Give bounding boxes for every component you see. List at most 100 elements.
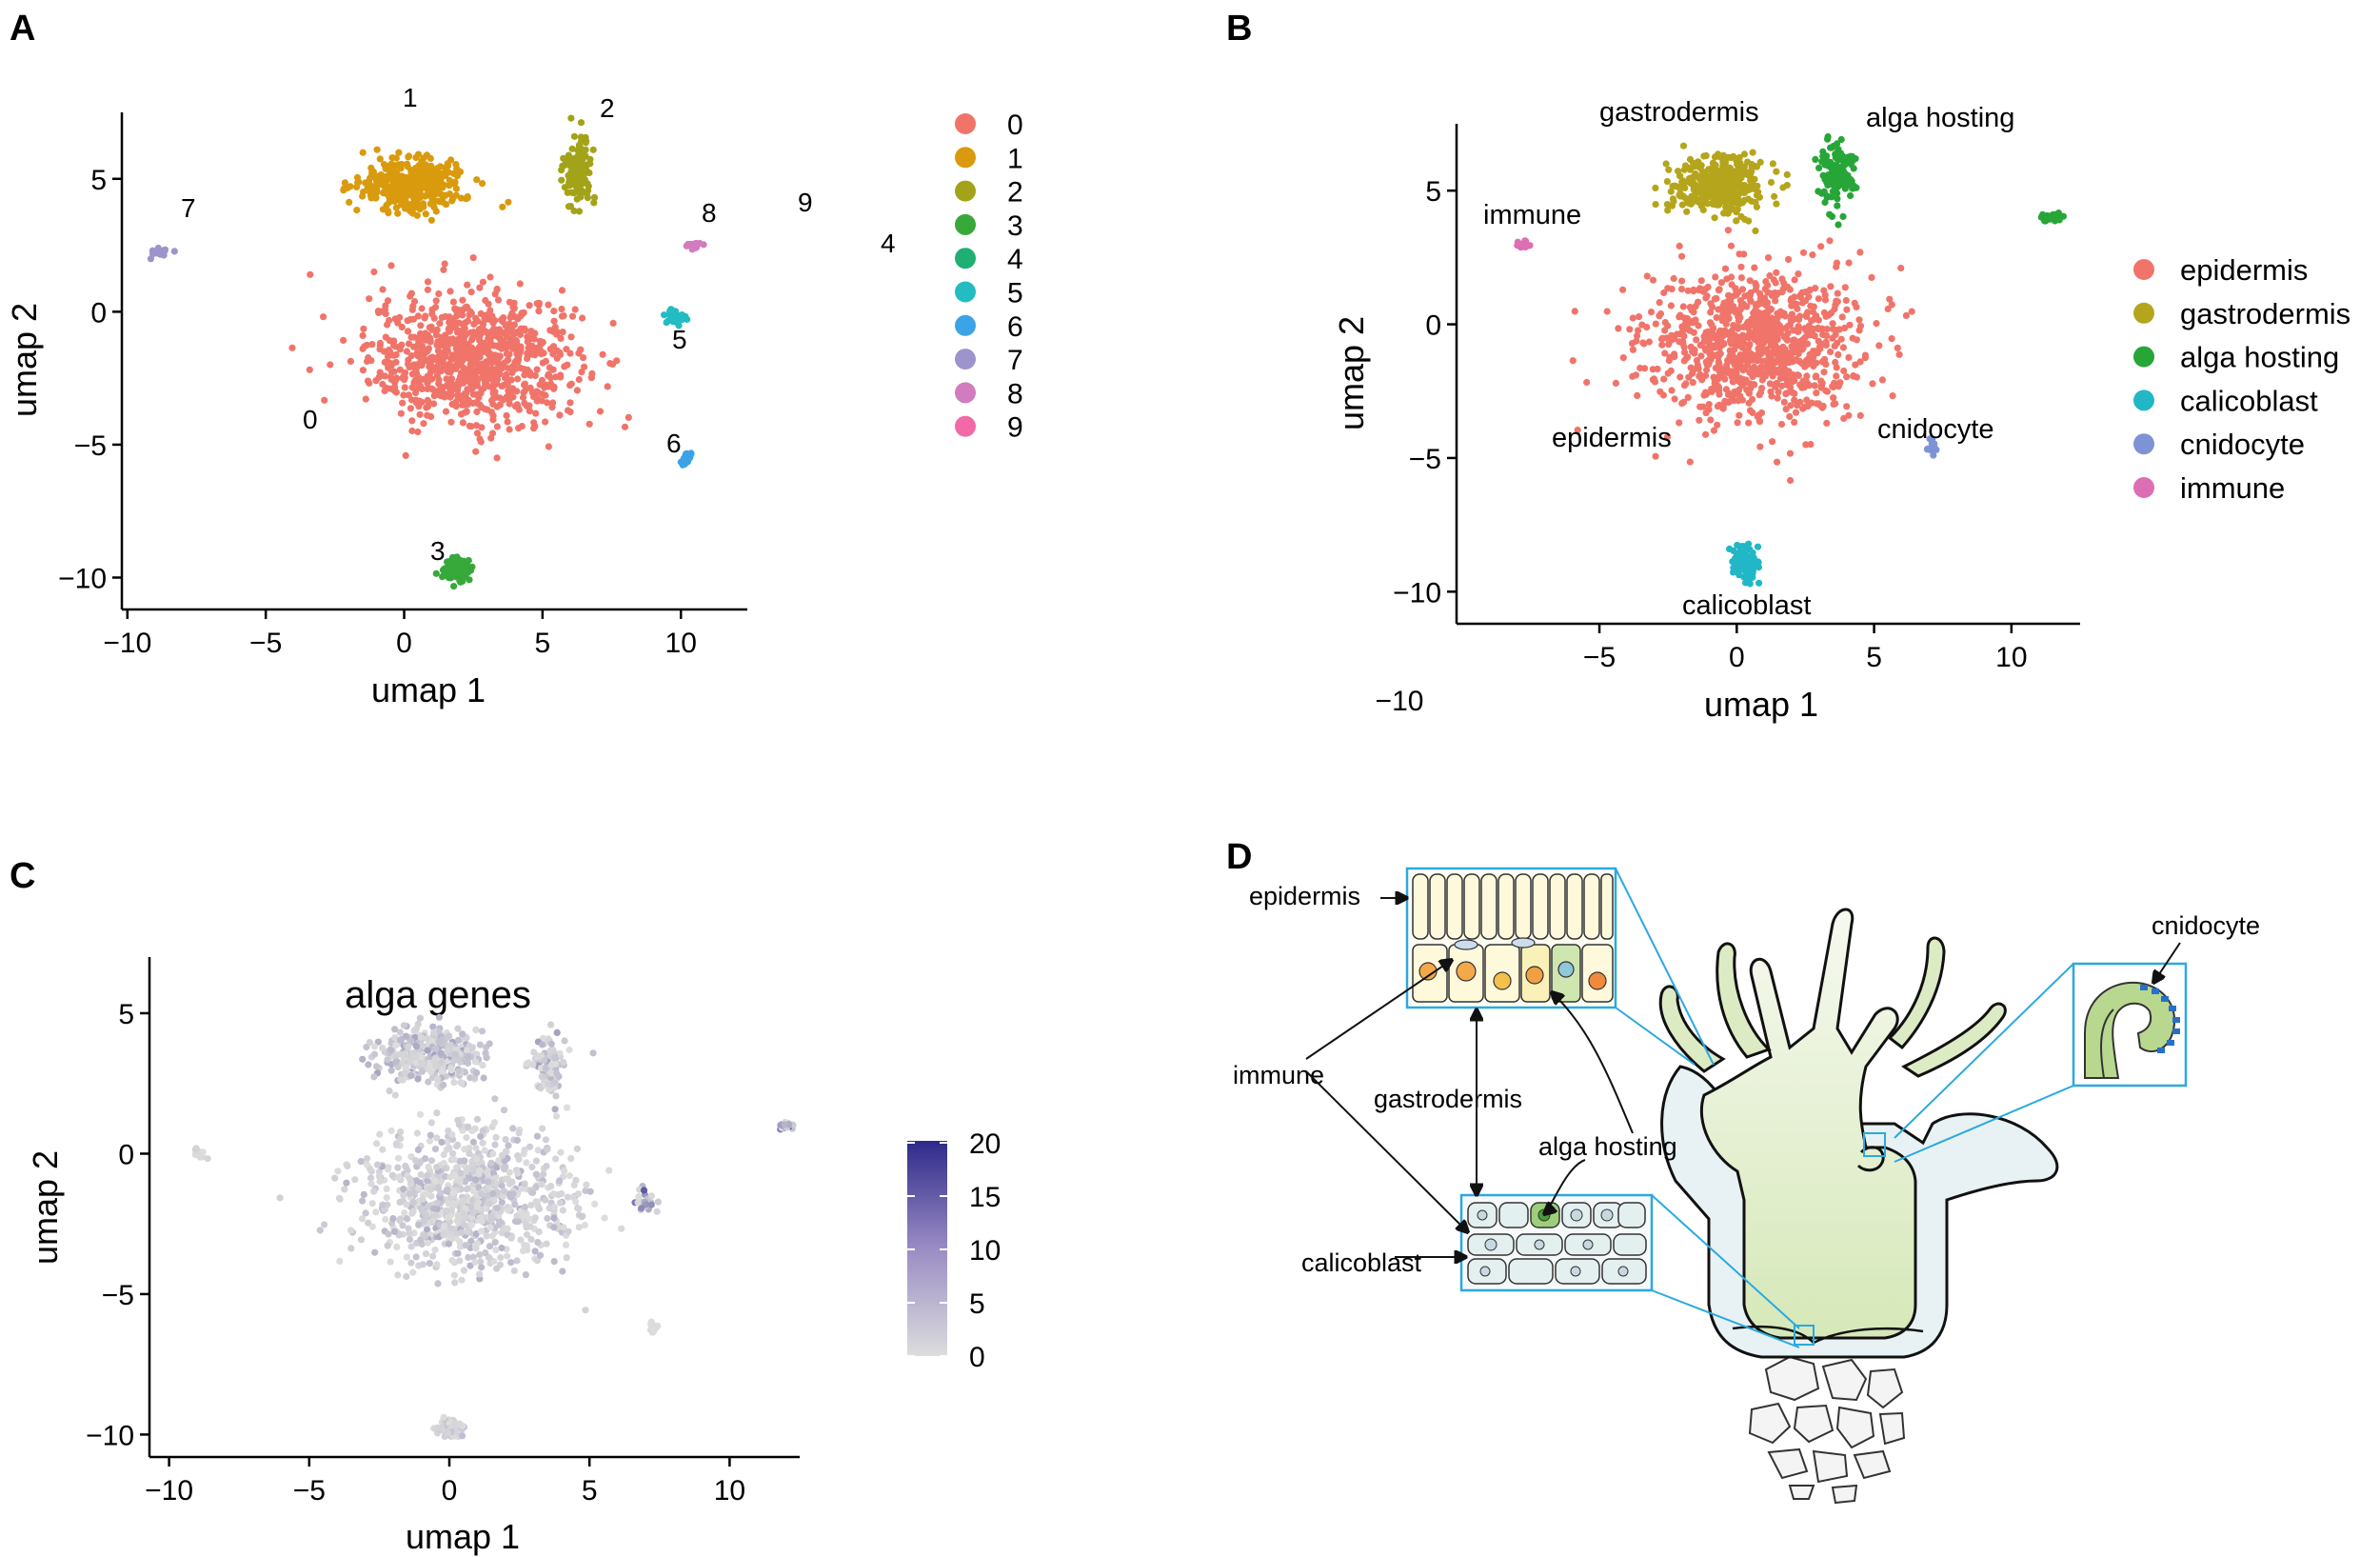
- data-point: [525, 332, 533, 340]
- data-point: [468, 335, 476, 343]
- data-point: [1727, 165, 1735, 172]
- data-point: [407, 1037, 415, 1045]
- data-point: [1684, 393, 1692, 401]
- data-point: [447, 1225, 455, 1232]
- data-point: [406, 1235, 414, 1243]
- data-point: [1661, 319, 1669, 327]
- data-point: [418, 385, 426, 393]
- data-point: [1838, 164, 1846, 171]
- data-point: [1767, 306, 1775, 313]
- data-point: [401, 384, 408, 391]
- data-point: [476, 1167, 484, 1174]
- data-point: [442, 191, 449, 199]
- data-point: [406, 1229, 413, 1237]
- data-point: [1768, 337, 1775, 345]
- data-point: [486, 1254, 493, 1262]
- data-point: [379, 286, 387, 293]
- data-point: [1660, 375, 1668, 383]
- data-point: [419, 1195, 426, 1203]
- data-point: [510, 1267, 518, 1275]
- data-point: [1769, 320, 1776, 328]
- data-point: [375, 373, 383, 381]
- data-point: [1786, 449, 1795, 457]
- data-point: [336, 1257, 344, 1265]
- data-point: [526, 302, 533, 309]
- legend-label: 2: [1007, 177, 1023, 209]
- data-point: [420, 203, 427, 210]
- data-point: [585, 420, 593, 428]
- data-point: [392, 154, 400, 162]
- data-point: [392, 204, 400, 211]
- data-point: [497, 1253, 505, 1262]
- data-point: [1745, 389, 1753, 397]
- data-point: [503, 370, 510, 379]
- data-point: [1699, 193, 1707, 201]
- legend-swatch: [955, 281, 976, 303]
- data-point: [467, 423, 475, 430]
- data-point: [388, 360, 396, 368]
- data-point: [688, 246, 696, 253]
- data-point: [430, 400, 438, 408]
- legend-label: calicoblast: [2180, 384, 2318, 417]
- data-point: [384, 321, 391, 329]
- data-point: [446, 288, 454, 295]
- data-point: [422, 1232, 429, 1240]
- data-point: [359, 367, 367, 374]
- y-tick-label: 5: [90, 165, 107, 196]
- data-point: [380, 348, 388, 355]
- data-point: [502, 1136, 509, 1144]
- data-point: [583, 190, 591, 198]
- data-point: [437, 1189, 445, 1197]
- data-point: [435, 198, 443, 206]
- data-point: [446, 558, 453, 566]
- data-point: [556, 1199, 565, 1207]
- data-point: [288, 344, 296, 351]
- data-point: [1626, 326, 1634, 333]
- data-point: [1840, 414, 1848, 422]
- data-point: [528, 342, 536, 349]
- data-point: [1779, 184, 1787, 191]
- data-point: [542, 357, 550, 365]
- data-point: [601, 1214, 608, 1222]
- data-point: [543, 1064, 550, 1071]
- data-point: [539, 1041, 546, 1048]
- data-point: [378, 308, 386, 315]
- data-point: [542, 1196, 549, 1204]
- data-point: [1735, 411, 1743, 419]
- data-point: [473, 1115, 482, 1123]
- data-point: [1695, 298, 1702, 306]
- data-point: [1823, 332, 1831, 340]
- data-point: [515, 425, 523, 432]
- data-point: [474, 400, 482, 408]
- data-point: [1834, 289, 1841, 297]
- data-point: [499, 329, 506, 337]
- data-point: [467, 329, 475, 336]
- data-point: [507, 1234, 515, 1242]
- data-point: [521, 1203, 528, 1211]
- data-point: [359, 149, 367, 156]
- data-point: [1745, 291, 1753, 299]
- data-point: [504, 357, 511, 365]
- data-point: [524, 354, 531, 363]
- legend-label: cnidocyte: [2180, 428, 2305, 461]
- data-point: [1908, 308, 1915, 315]
- data-point: [416, 1014, 424, 1022]
- data-point: [517, 1236, 525, 1244]
- data-point: [485, 1178, 492, 1186]
- data-point: [459, 1030, 466, 1038]
- data-point: [499, 203, 506, 210]
- data-point: [401, 1050, 408, 1059]
- data-point: [1878, 376, 1886, 384]
- data-point: [1771, 192, 1778, 200]
- data-point: [433, 1164, 441, 1171]
- data-point: [534, 1239, 542, 1247]
- data-point: [1695, 187, 1702, 194]
- data-point: [527, 1235, 535, 1244]
- data-point: [640, 1187, 648, 1194]
- data-point: [1831, 342, 1838, 349]
- data-point: [423, 151, 430, 159]
- data-point: [1774, 394, 1781, 402]
- data-point: [531, 1214, 539, 1222]
- data-point: [1743, 320, 1751, 328]
